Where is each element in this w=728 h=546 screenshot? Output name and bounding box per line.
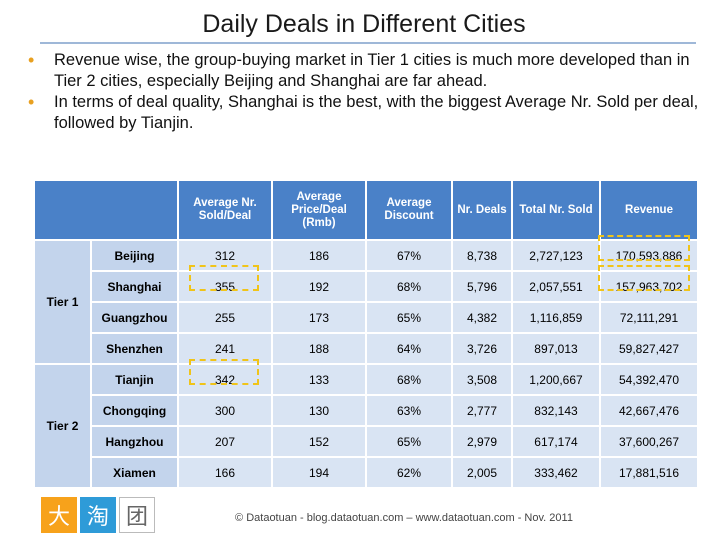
deals-cell: 3,726 — [451, 332, 513, 365]
revenue-cell: 42,667,476 — [599, 394, 699, 427]
header-nr-deals: Nr. Deals — [451, 179, 513, 241]
avg-price-cell: 194 — [271, 456, 367, 489]
avg-sold-cell: 342 — [177, 363, 273, 396]
deals-cell: 8,738 — [451, 239, 513, 272]
table-row: Shenzhen 241 188 64% 3,726 897,013 59,82… — [34, 332, 699, 365]
revenue-cell: 170,593,886 — [599, 239, 699, 272]
header-avg-sold: Average Nr. Sold/Deal — [177, 179, 273, 241]
revenue-cell: 59,827,427 — [599, 332, 699, 365]
total-sold-cell: 1,116,859 — [511, 301, 601, 334]
table-row: Chongqing 300 130 63% 2,777 832,143 42,6… — [34, 394, 699, 427]
discount-cell: 65% — [365, 425, 453, 458]
avg-price-cell: 152 — [271, 425, 367, 458]
header-empty-cell — [33, 179, 179, 241]
city-cell: Tianjin — [90, 363, 179, 396]
tier-label: Tier 2 — [33, 363, 92, 489]
header-total-sold: Total Nr. Sold — [511, 179, 601, 241]
header-avg-discount: Average Discount — [365, 179, 453, 241]
revenue-cell: 54,392,470 — [599, 363, 699, 396]
title-divider — [40, 42, 696, 44]
logo-tile-tuan: 团 — [119, 497, 155, 533]
discount-cell: 67% — [365, 239, 453, 272]
bullet-text: In terms of deal quality, Shanghai is th… — [54, 93, 699, 132]
total-sold-cell: 832,143 — [511, 394, 601, 427]
logo-tile-tao: 淘 — [80, 497, 116, 533]
revenue-cell: 37,600,267 — [599, 425, 699, 458]
city-cell: Shanghai — [90, 270, 179, 303]
discount-cell: 62% — [365, 456, 453, 489]
deals-cell: 2,979 — [451, 425, 513, 458]
tier-label: Tier 1 — [33, 239, 92, 365]
bullet-text: Revenue wise, the group-buying market in… — [54, 51, 690, 90]
avg-sold-cell: 312 — [177, 239, 273, 272]
bullet-list: • Revenue wise, the group-buying market i… — [28, 50, 718, 134]
discount-cell: 64% — [365, 332, 453, 365]
avg-price-cell: 133 — [271, 363, 367, 396]
deals-table: Average Nr. Sold/Deal Average Price/Deal… — [33, 179, 699, 489]
avg-sold-cell: 166 — [177, 456, 273, 489]
avg-sold-cell: 300 — [177, 394, 273, 427]
deals-cell: 3,508 — [451, 363, 513, 396]
avg-price-cell: 130 — [271, 394, 367, 427]
table-row: Guangzhou 255 173 65% 4,382 1,116,859 72… — [34, 301, 699, 334]
table-row: Shanghai 355 192 68% 5,796 2,057,551 157… — [34, 270, 699, 303]
footer-copyright: © Dataotuan - blog.dataotuan.com – www.d… — [235, 512, 573, 524]
discount-cell: 63% — [365, 394, 453, 427]
city-cell: Guangzhou — [90, 301, 179, 334]
table-row: Hangzhou 207 152 65% 2,979 617,174 37,60… — [34, 425, 699, 458]
total-sold-cell: 897,013 — [511, 332, 601, 365]
avg-sold-cell: 207 — [177, 425, 273, 458]
total-sold-cell: 617,174 — [511, 425, 601, 458]
city-cell: Xiamen — [90, 456, 179, 489]
deals-cell: 2,005 — [451, 456, 513, 489]
slide-title: Daily Deals in Different Cities — [202, 10, 526, 38]
logo-tile-da: 大 — [41, 497, 77, 533]
deals-cell: 4,382 — [451, 301, 513, 334]
total-sold-cell: 2,057,551 — [511, 270, 601, 303]
bullet-item: • Revenue wise, the group-buying market i… — [28, 50, 718, 92]
city-cell: Shenzhen — [90, 332, 179, 365]
total-sold-cell: 333,462 — [511, 456, 601, 489]
table-header-row: Average Nr. Sold/Deal Average Price/Deal… — [33, 179, 699, 241]
avg-price-cell: 188 — [271, 332, 367, 365]
avg-sold-cell: 355 — [177, 270, 273, 303]
discount-cell: 65% — [365, 301, 453, 334]
bullet-icon: • — [28, 50, 35, 70]
bullet-item: • In terms of deal quality, Shanghai is t… — [28, 92, 718, 134]
avg-sold-cell: 241 — [177, 332, 273, 365]
discount-cell: 68% — [365, 270, 453, 303]
city-cell: Hangzhou — [90, 425, 179, 458]
revenue-cell: 72,111,291 — [599, 301, 699, 334]
deals-cell: 5,796 — [451, 270, 513, 303]
avg-price-cell: 186 — [271, 239, 367, 272]
revenue-cell: 157,963,702 — [599, 270, 699, 303]
city-cell: Chongqing — [90, 394, 179, 427]
header-revenue: Revenue — [599, 179, 699, 241]
total-sold-cell: 2,727,123 — [511, 239, 601, 272]
bullet-icon: • — [28, 92, 35, 112]
total-sold-cell: 1,200,667 — [511, 363, 601, 396]
avg-sold-cell: 255 — [177, 301, 273, 334]
table-row: Xiamen 166 194 62% 2,005 333,462 17,881,… — [34, 456, 699, 489]
table-row: Tier 1 Beijing 312 186 67% 8,738 2,727,1… — [33, 239, 699, 365]
header-avg-price: Average Price/Deal (Rmb) — [271, 179, 367, 241]
avg-price-cell: 192 — [271, 270, 367, 303]
avg-price-cell: 173 — [271, 301, 367, 334]
city-cell: Beijing — [90, 239, 179, 272]
discount-cell: 68% — [365, 363, 453, 396]
revenue-cell: 17,881,516 — [599, 456, 699, 489]
deals-cell: 2,777 — [451, 394, 513, 427]
table-row: Tier 2 Tianjin 342 133 68% 3,508 1,200,6… — [33, 363, 699, 489]
